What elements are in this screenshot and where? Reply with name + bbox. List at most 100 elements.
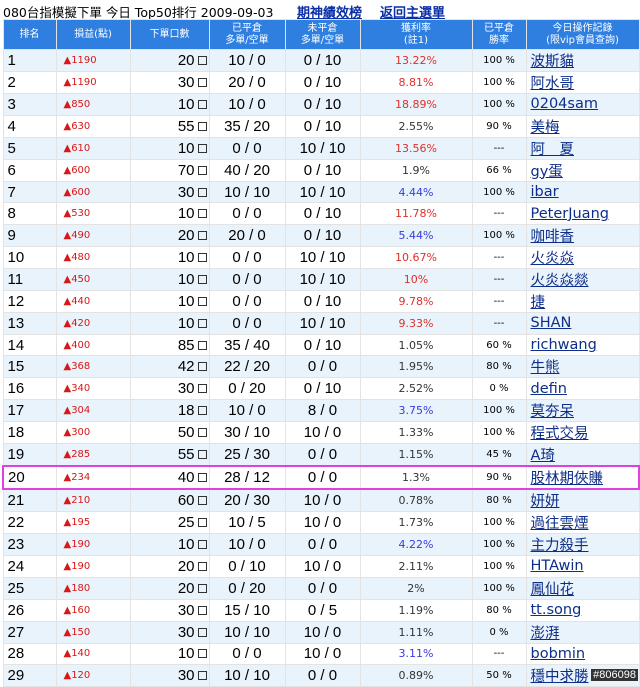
roi-cell: 0.78% xyxy=(359,488,473,513)
profit-loss-cell: ▲1190 xyxy=(55,71,131,94)
checkbox-icon xyxy=(197,627,207,637)
lots-cell: 10 xyxy=(129,93,210,116)
lots-cell: 55 xyxy=(129,114,210,138)
open-position-cell: 10 / 0 xyxy=(284,620,361,644)
profit-loss-cell: ▲480 xyxy=(55,246,131,270)
closed-position-cell: 10 / 0 xyxy=(208,49,286,72)
trader-record-link[interactable]: A琦 xyxy=(525,443,640,467)
trader-record-link[interactable]: 鳳仙花 xyxy=(525,576,640,600)
open-position-cell: 10 / 0 xyxy=(284,511,361,535)
watermark: #806098 xyxy=(591,669,638,681)
closed-position-cell: 0 / 20 xyxy=(208,576,286,600)
lots-cell: 55 xyxy=(129,443,210,467)
rank-cell: 3 xyxy=(2,93,57,116)
trader-record-link[interactable]: 牛熊 xyxy=(525,355,640,379)
checkbox-icon xyxy=(197,362,207,372)
trader-record-link[interactable]: HTAwin xyxy=(525,555,640,578)
trader-record-link[interactable]: 捷 xyxy=(525,290,640,314)
trader-record-link[interactable]: 阿 夏 xyxy=(525,136,640,160)
winrate-cell: 60 % xyxy=(471,333,527,357)
trader-record-link[interactable]: 過往雲煙 xyxy=(525,511,640,535)
checkbox-icon xyxy=(197,275,207,285)
rank-cell: 9 xyxy=(2,224,57,248)
lots-value: 10 xyxy=(177,95,195,113)
roi-cell: 2.52% xyxy=(359,377,473,401)
winrate-cell: 100 % xyxy=(471,511,527,535)
checkbox-icon xyxy=(197,540,207,550)
lots-cell: 70 xyxy=(129,158,210,182)
trader-record-link[interactable]: gy蛋 xyxy=(525,158,640,182)
trader-record-link[interactable]: 主力殺手 xyxy=(525,533,640,557)
open-position-cell: 0 / 0 xyxy=(284,664,361,687)
trader-record-link[interactable]: tt.song xyxy=(525,598,640,622)
table-row: 4 ▲630 55 35 / 20 0 / 10 2.55% 90 % 美梅 xyxy=(2,114,640,138)
back-to-menu-link[interactable]: 返回主選單 xyxy=(380,6,446,21)
rank-cell: 8 xyxy=(2,202,57,226)
winrate-cell: 45 % xyxy=(471,443,527,467)
trader-record-link[interactable]: bobmin xyxy=(525,642,640,666)
trader-record-link[interactable]: defin xyxy=(525,377,640,401)
trader-record-link[interactable]: 莫夯呆 xyxy=(525,399,640,423)
checkbox-icon xyxy=(197,384,207,394)
lots-value: 25 xyxy=(177,514,195,532)
table-row: 11 ▲450 10 0 / 0 10 / 10 10% --- 火炎焱燚 xyxy=(2,268,640,292)
table-row: 24 ▲190 20 0 / 10 10 / 0 2.11% 100 % HTAwin xyxy=(2,555,640,578)
trader-record-link[interactable]: 阿水哥 xyxy=(525,71,640,94)
trader-record-link[interactable]: ibar xyxy=(525,180,640,204)
rank-cell: 24 xyxy=(2,555,57,578)
trader-record-link[interactable]: SHAN xyxy=(525,312,640,335)
open-position-cell: 10 / 0 xyxy=(284,421,361,445)
profit-loss-cell: ▲490 xyxy=(55,224,131,248)
winrate-cell: --- xyxy=(471,642,527,666)
trader-record-link[interactable]: 波斯貓 xyxy=(525,49,640,72)
trader-record-link[interactable]: 澎湃 xyxy=(525,620,640,644)
trader-record-link[interactable]: 股林期俠賺 xyxy=(525,465,640,491)
rank-cell: 15 xyxy=(2,355,57,379)
trader-record-link[interactable]: richwang xyxy=(525,333,640,357)
open-position-cell: 10 / 0 xyxy=(284,555,361,578)
closed-position-cell: 20 / 30 xyxy=(208,488,286,513)
closed-position-cell: 20 / 0 xyxy=(208,224,286,248)
lots-value: 20 xyxy=(177,557,195,575)
lots-value: 10 xyxy=(177,139,195,157)
rank-cell: 21 xyxy=(2,488,57,513)
lots-cell: 20 xyxy=(129,555,210,578)
trader-record-link[interactable]: 0204sam xyxy=(525,93,640,116)
history-performance-link[interactable]: 期神績效榜 xyxy=(297,6,363,21)
trader-record-link[interactable]: 咖啡香 xyxy=(525,224,640,248)
trader-record-link[interactable]: 程式交易 xyxy=(525,421,640,445)
rank-cell: 11 xyxy=(2,268,57,292)
checkbox-icon xyxy=(197,143,207,153)
trader-record-link[interactable]: 妍妍 xyxy=(525,488,640,513)
checkbox-icon xyxy=(197,187,207,197)
profit-loss-cell: ▲368 xyxy=(55,355,131,379)
checkbox-icon xyxy=(197,428,207,438)
trader-record-link[interactable]: PeterJuang xyxy=(525,202,640,226)
checkbox-icon xyxy=(197,165,207,175)
lots-value: 55 xyxy=(177,446,195,464)
lots-value: 30 xyxy=(177,74,195,91)
lots-cell: 42 xyxy=(129,355,210,379)
table-row: 22 ▲195 25 10 / 5 10 / 0 1.73% 100 % 過往雲煙 xyxy=(2,511,640,535)
trader-record-link[interactable]: 火炎焱燚 xyxy=(525,268,640,292)
rank-cell: 26 xyxy=(2,598,57,622)
lots-cell: 25 xyxy=(129,511,210,535)
rank-cell: 12 xyxy=(2,290,57,314)
trader-record-link[interactable]: 火炎焱 xyxy=(525,246,640,270)
checkbox-icon xyxy=(197,561,207,571)
profit-loss-cell: ▲600 xyxy=(55,180,131,204)
lots-cell: 10 xyxy=(129,533,210,557)
lots-value: 10 xyxy=(177,249,195,267)
profit-loss-cell: ▲1190 xyxy=(55,49,131,72)
rank-cell: 22 xyxy=(2,511,57,535)
lots-value: 30 xyxy=(177,623,195,641)
closed-position-cell: 22 / 20 xyxy=(208,355,286,379)
col-rank: 排名 xyxy=(2,19,57,50)
trader-record-link[interactable]: 美梅 xyxy=(525,114,640,138)
winrate-cell: 0 % xyxy=(471,620,527,644)
roi-cell: 4.44% xyxy=(359,180,473,204)
lots-value: 30 xyxy=(177,667,195,685)
rank-cell: 2 xyxy=(2,71,57,94)
rank-cell: 7 xyxy=(2,180,57,204)
